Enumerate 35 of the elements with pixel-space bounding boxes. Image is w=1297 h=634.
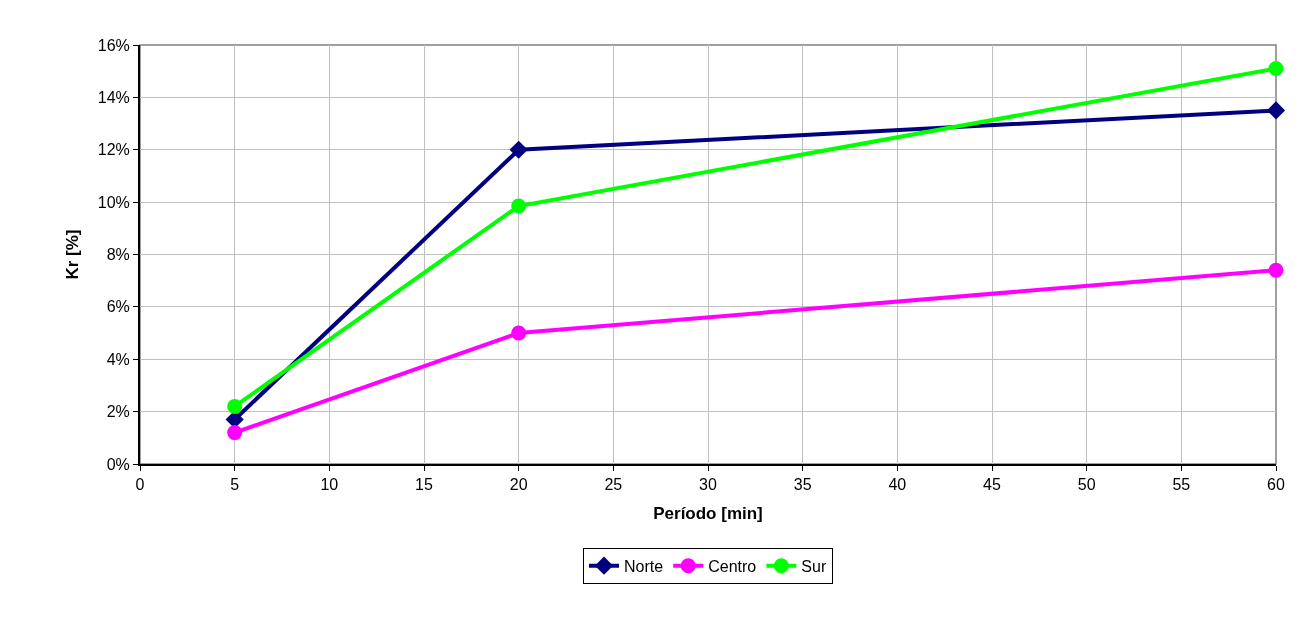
y-tick-label: 8% <box>106 246 130 264</box>
y-tick-label: 2% <box>106 403 130 421</box>
x-tick-label: 30 <box>699 476 717 494</box>
y-tick-label: 6% <box>106 298 130 316</box>
x-tick-label: 40 <box>888 476 907 494</box>
y-tick-label: 16% <box>97 36 130 54</box>
point <box>511 325 527 341</box>
legend-label: Centro <box>708 557 757 575</box>
point <box>1268 262 1284 278</box>
point <box>509 140 528 159</box>
x-tick-label: 50 <box>1077 476 1096 494</box>
x-tick-label: 35 <box>793 476 812 494</box>
x-tick-label: 10 <box>320 476 339 494</box>
point <box>511 198 527 214</box>
y-tick-label: 10% <box>97 193 130 211</box>
x-tick-label: 55 <box>1172 476 1191 494</box>
x-tick-label: 45 <box>983 476 1001 494</box>
y-tick-label: 4% <box>106 350 130 368</box>
point <box>227 425 243 441</box>
x-tick-label: 25 <box>604 476 623 494</box>
y-axis-title: Kr [%] <box>62 229 82 280</box>
y-tick-label: 14% <box>97 88 130 106</box>
x-tick-label: 20 <box>509 476 528 494</box>
point <box>227 398 243 414</box>
x-tick-label: 5 <box>230 476 240 494</box>
y-tick-label: 12% <box>97 141 130 159</box>
x-tick-label: 15 <box>415 476 433 494</box>
point <box>1266 101 1286 120</box>
legend-label: Sur <box>801 557 827 575</box>
legend-label: Norte <box>624 557 664 575</box>
x-axis-title: Período [min] <box>653 504 763 524</box>
point <box>1268 61 1284 77</box>
y-tick-label: 0% <box>106 455 130 473</box>
x-tick-label: 60 <box>1267 476 1285 494</box>
x-tick-label: 0 <box>135 476 145 494</box>
